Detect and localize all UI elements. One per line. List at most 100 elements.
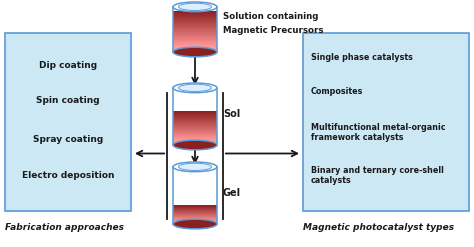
FancyBboxPatch shape	[5, 33, 131, 211]
Bar	[173, 18, 217, 19]
Bar	[173, 209, 217, 210]
Bar	[173, 22, 217, 23]
Bar	[173, 118, 217, 120]
Bar	[173, 120, 217, 121]
Bar	[173, 143, 217, 144]
Bar	[173, 206, 217, 207]
Bar	[173, 29, 217, 30]
Ellipse shape	[173, 83, 217, 93]
Bar	[173, 111, 217, 112]
Bar	[173, 17, 217, 18]
Bar	[173, 27, 217, 29]
Bar	[173, 212, 217, 213]
Bar	[173, 28, 217, 30]
Bar	[173, 45, 217, 46]
Bar	[173, 26, 217, 27]
Bar	[173, 12, 217, 13]
Bar	[173, 44, 217, 45]
Bar	[173, 211, 217, 212]
Bar	[173, 131, 217, 133]
Bar	[173, 133, 217, 134]
Bar	[173, 116, 217, 118]
Bar	[173, 207, 217, 208]
Bar	[173, 221, 217, 222]
Bar	[173, 218, 217, 219]
Bar	[173, 34, 217, 35]
Bar	[173, 121, 217, 122]
Bar	[173, 115, 217, 116]
Bar	[173, 135, 217, 137]
Bar	[173, 216, 217, 217]
Bar	[173, 135, 217, 136]
Ellipse shape	[173, 140, 217, 150]
Bar	[173, 121, 217, 122]
Bar	[173, 220, 217, 221]
Text: Sol: Sol	[223, 109, 240, 119]
Bar	[173, 214, 217, 215]
FancyBboxPatch shape	[303, 33, 469, 211]
Bar	[173, 144, 217, 145]
Bar	[173, 21, 217, 22]
Text: Magnetic photocatalyst types: Magnetic photocatalyst types	[303, 223, 454, 232]
Bar	[173, 38, 217, 39]
Bar	[173, 138, 217, 139]
Bar	[173, 13, 217, 15]
Bar	[173, 117, 217, 118]
Bar	[173, 124, 217, 125]
Bar	[173, 220, 217, 221]
Ellipse shape	[173, 47, 217, 57]
Bar	[173, 88, 217, 145]
Bar	[173, 216, 217, 217]
Bar	[173, 136, 217, 137]
Bar	[173, 45, 217, 47]
Bar	[173, 132, 217, 133]
Bar	[173, 13, 217, 14]
Bar	[173, 224, 217, 225]
Bar	[173, 50, 217, 51]
Bar	[173, 213, 217, 214]
Bar	[173, 23, 217, 25]
Bar	[173, 47, 217, 48]
Bar	[173, 27, 217, 28]
Bar	[173, 134, 217, 135]
Bar	[173, 215, 217, 216]
Text: Solution containing: Solution containing	[223, 12, 319, 21]
Bar	[173, 213, 217, 214]
Bar	[173, 114, 217, 116]
Bar	[173, 142, 217, 143]
Bar	[173, 218, 217, 219]
Bar	[173, 49, 217, 50]
Bar	[173, 128, 217, 129]
Ellipse shape	[179, 3, 211, 10]
Bar	[173, 35, 217, 36]
Text: Single phase catalysts: Single phase catalysts	[311, 53, 413, 62]
Text: Binary and ternary core-shell
catalysts: Binary and ternary core-shell catalysts	[311, 166, 444, 185]
Bar	[173, 11, 217, 12]
Bar	[173, 131, 217, 132]
Bar	[173, 167, 217, 224]
Bar	[173, 46, 217, 48]
Bar	[173, 15, 217, 16]
Text: Magnetic Precursors: Magnetic Precursors	[223, 25, 323, 35]
Bar	[173, 219, 217, 220]
Bar	[173, 133, 217, 135]
Bar	[173, 31, 217, 32]
Bar	[173, 25, 217, 26]
Bar	[173, 118, 217, 119]
Bar	[173, 212, 217, 213]
Text: Gel: Gel	[223, 188, 241, 198]
Bar	[173, 215, 217, 216]
Bar	[173, 138, 217, 139]
Bar	[173, 124, 217, 126]
Bar	[173, 7, 217, 11]
Bar	[173, 127, 217, 128]
Bar	[173, 41, 217, 43]
Text: Fabrication approaches: Fabrication approaches	[5, 223, 124, 232]
Ellipse shape	[179, 163, 211, 170]
Bar	[173, 112, 217, 113]
Bar	[173, 116, 217, 117]
Bar	[173, 208, 217, 209]
Bar	[173, 16, 217, 17]
Bar	[173, 41, 217, 42]
Bar	[173, 123, 217, 124]
